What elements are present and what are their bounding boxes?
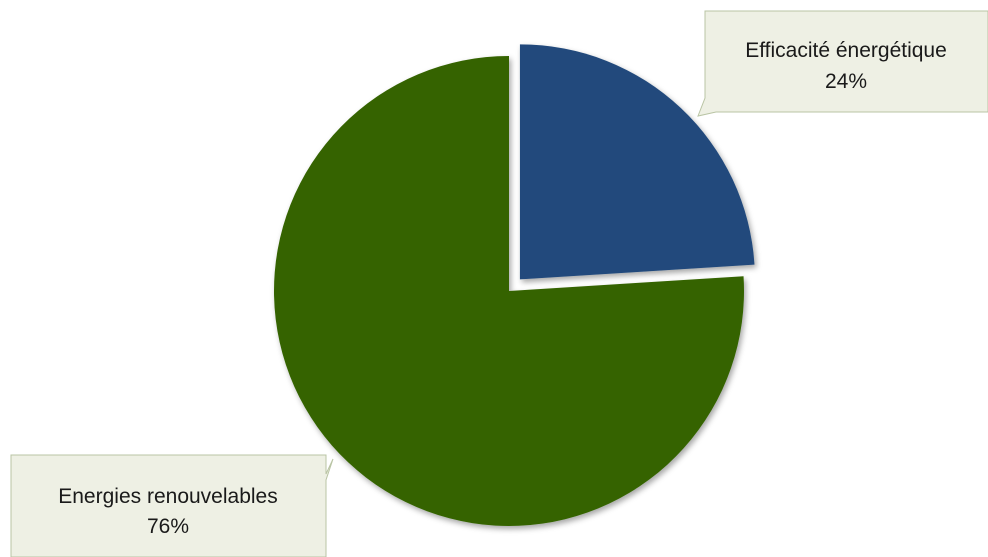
slice-label-value-efficacite: 24% bbox=[825, 70, 867, 93]
pie-slice-energies bbox=[274, 56, 744, 526]
slice-label-energies: Energies renouvelables 76% bbox=[10, 454, 334, 557]
slice-label-box-energies bbox=[10, 454, 334, 557]
pie-slice-efficacite bbox=[519, 44, 755, 280]
slice-label-box-efficacite bbox=[697, 10, 988, 117]
slice-label-efficacite: Efficacité énergétique 24% bbox=[697, 10, 988, 117]
slice-labels: Efficacité énergétique 24% Energies reno… bbox=[10, 10, 988, 557]
pie-slices bbox=[274, 44, 755, 526]
slice-label-name-energies: Energies renouvelables bbox=[58, 485, 277, 508]
slice-label-name-efficacite: Efficacité énergétique bbox=[745, 39, 947, 62]
slice-label-value-energies: 76% bbox=[147, 515, 189, 538]
